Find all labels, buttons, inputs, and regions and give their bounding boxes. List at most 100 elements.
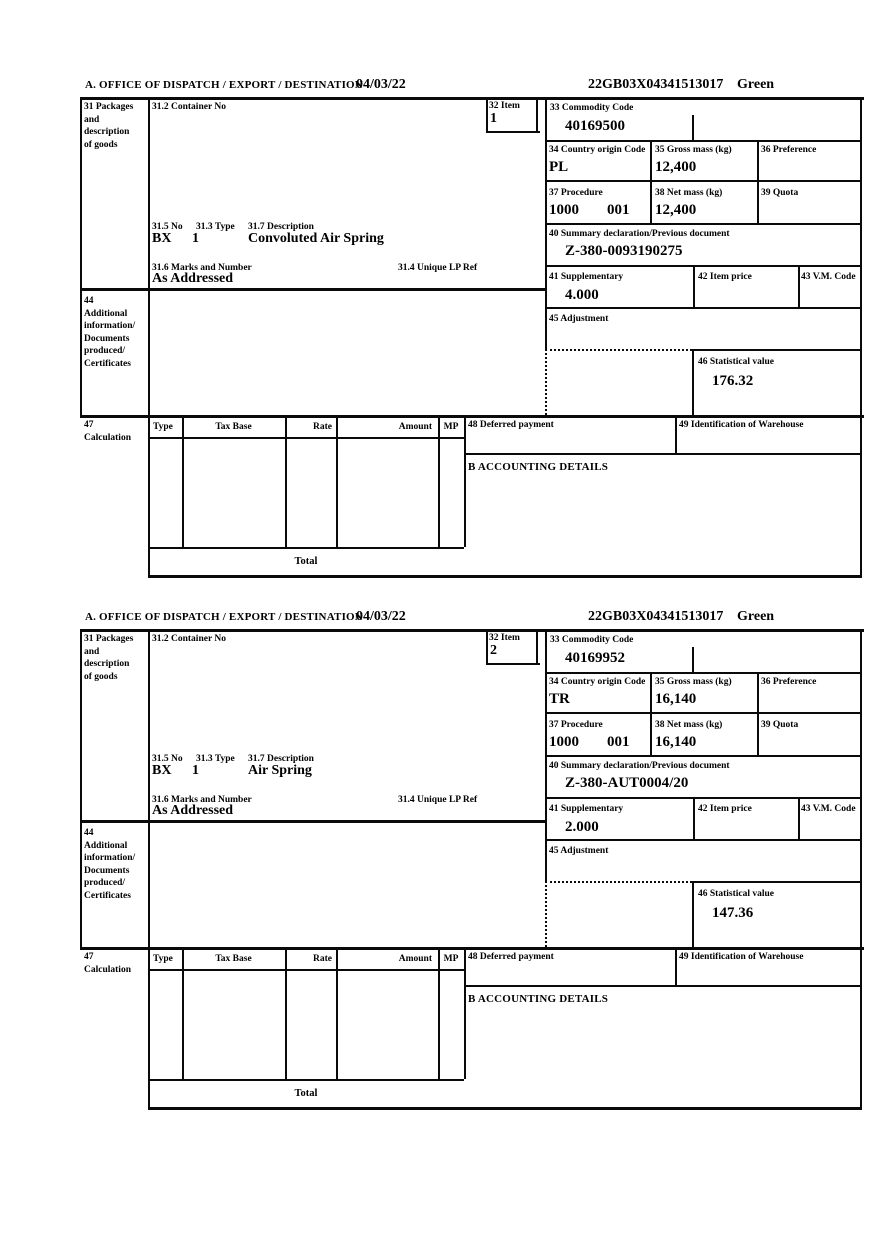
grid-line	[675, 415, 677, 453]
grid-line	[464, 985, 862, 987]
box40-previous-document-value: Z-380-0093190275	[565, 243, 683, 259]
calc-total-label: Total	[294, 556, 318, 567]
box37-procedure-label: 37 Procedure	[549, 188, 603, 198]
box40-previous-document-value: Z-380-AUT0004/20	[565, 775, 689, 791]
box48-deferred-payment-label: 48 Deferred payment	[468, 952, 554, 962]
box39-quota-label: 39 Quota	[761, 188, 799, 198]
box43-vm-code-label: 43 V.M. Code	[801, 804, 856, 814]
box46-statistical-value: 176.32	[712, 373, 754, 389]
box46-statistical-value-label: 46 Statistical value	[698, 357, 774, 367]
box45-adjustment-label: 45 Adjustment	[549, 846, 609, 856]
box35-gross-mass-label: 35 Gross mass (kg)	[655, 677, 732, 687]
box31-2-container-label: 31.2 Container No	[152, 634, 226, 644]
box37-procedure-label: 37 Procedure	[549, 720, 603, 730]
grid-line	[285, 415, 287, 547]
grid-line	[80, 97, 864, 100]
grid-line	[545, 797, 862, 799]
grid-line	[80, 288, 547, 291]
box49-warehouse-label: 49 Identification of Warehouse	[679, 420, 804, 430]
grid-line	[536, 97, 538, 133]
box38-net-mass-label: 38 Net mass (kg)	[655, 720, 723, 730]
dotted-grid-line	[545, 349, 692, 351]
grid-line	[545, 307, 862, 309]
grid-line	[545, 629, 547, 881]
box42-item-price-label: 42 Item price	[698, 272, 752, 282]
box31-packages-label: 31 Packages and description of goods	[84, 102, 134, 150]
office-of-dispatch-label: A. OFFICE OF DISPATCH / EXPORT / DESTINA…	[85, 79, 363, 91]
commodity-code-divider	[692, 115, 694, 140]
box31-5-no-label: 31.5 No	[152, 222, 183, 232]
grid-line	[798, 797, 800, 839]
box46-statistical-value: 147.36	[712, 905, 754, 921]
box37-procedure-value2: 001	[607, 202, 630, 218]
calc-col-type-header: Type	[153, 954, 173, 964]
box47-calculation-label: 47 Calculation	[84, 952, 131, 975]
mrn-value: 22GB03X04341513017	[588, 77, 724, 92]
grid-line	[148, 1079, 464, 1081]
box31-4-lp-ref-label: 31.4 Unique LP Ref	[398, 263, 478, 273]
box31-6-marks-value: As Addressed	[152, 271, 234, 286]
box36-preference-label: 36 Preference	[761, 677, 817, 687]
grid-line	[650, 672, 652, 755]
grid-line	[486, 663, 540, 665]
sad-item-section: A. OFFICE OF DISPATCH / EXPORT / DESTINA…	[0, 607, 882, 1111]
box31-5-no-value: BX	[152, 763, 172, 778]
box31-6-marks-label: 31.6 Marks and Number	[152, 795, 252, 805]
sad-item-section: A. OFFICE OF DISPATCH / EXPORT / DESTINA…	[0, 75, 882, 579]
box31-6-marks-value: As Addressed	[152, 803, 234, 818]
grid-line	[860, 629, 862, 1107]
grid-line	[336, 415, 338, 547]
calc-col-mp-header: MP	[443, 422, 459, 432]
box40-summary-declaration-label: 40 Summary declaration/Previous document	[549, 229, 730, 239]
box32-item-label: 32 Item	[489, 633, 520, 643]
grid-line	[536, 629, 538, 665]
box48-deferred-payment-label: 48 Deferred payment	[468, 420, 554, 430]
grid-line	[182, 947, 184, 1079]
grid-line	[148, 547, 464, 549]
box38-net-mass-label: 38 Net mass (kg)	[655, 188, 723, 198]
grid-line	[80, 820, 547, 823]
grid-line	[545, 140, 862, 142]
grid-line	[545, 672, 862, 674]
grid-line	[545, 265, 862, 267]
dotted-grid-line	[545, 881, 547, 947]
grid-line	[692, 881, 862, 883]
box41-supplementary-value: 4.000	[565, 287, 599, 303]
grid-line	[486, 97, 488, 133]
box35-gross-mass-value: 12,400	[655, 159, 697, 175]
box44-additional-info-label: 44 Additional information/ Documents pro…	[84, 828, 136, 901]
grid-line	[148, 1107, 862, 1110]
box34-country-origin-label: 34 Country origin Code	[549, 145, 646, 155]
grid-line	[148, 575, 862, 578]
grid-line	[148, 969, 464, 971]
box31-5-no-value: BX	[152, 231, 172, 246]
calc-col-amount-header: Amount	[398, 954, 432, 964]
box46-statistical-value-label: 46 Statistical value	[698, 889, 774, 899]
grid-line	[798, 265, 800, 307]
grid-line	[692, 881, 694, 947]
box34-country-origin-value: PL	[549, 159, 569, 175]
box32-item-label: 32 Item	[489, 101, 520, 111]
box31-7-description-label: 31.7 Description	[248, 754, 314, 764]
calc-col-amount-header: Amount	[398, 422, 432, 432]
grid-line	[80, 629, 864, 632]
grid-line	[464, 415, 466, 547]
calc-col-mp-header: MP	[443, 954, 459, 964]
box37-procedure-value1: 1000	[549, 734, 579, 750]
box35-gross-mass-label: 35 Gross mass (kg)	[655, 145, 732, 155]
grid-line	[692, 349, 694, 415]
declaration-date: 04/03/22	[356, 609, 406, 624]
grid-line	[692, 349, 862, 351]
grid-line	[675, 947, 677, 985]
grid-line	[80, 97, 82, 415]
box31-3-type-label: 31.3 Type	[196, 754, 235, 764]
box41-supplementary-label: 41 Supplementary	[549, 272, 624, 282]
box37-procedure-value2: 001	[607, 734, 630, 750]
office-of-dispatch-label: A. OFFICE OF DISPATCH / EXPORT / DESTINA…	[85, 611, 363, 623]
routing-status: Green	[737, 609, 775, 624]
calc-col-tax-base-header: Tax Base	[215, 422, 252, 432]
calc-col-rate-header: Rate	[313, 954, 332, 964]
grid-line	[486, 629, 488, 665]
grid-line	[693, 265, 695, 307]
grid-line	[860, 97, 862, 575]
